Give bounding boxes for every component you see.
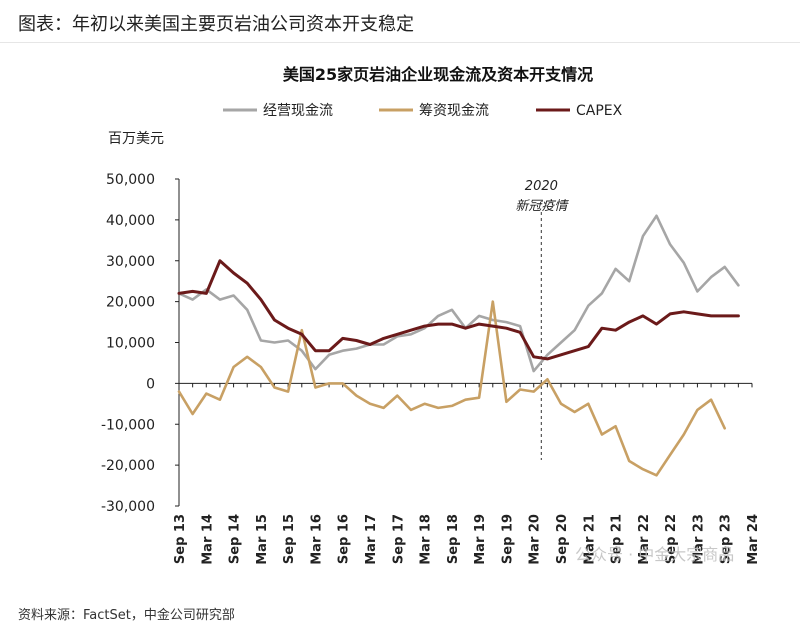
x-tick-label: Sep 17 bbox=[391, 514, 406, 564]
figure-caption: 图表：年初以来美国主要页岩油公司资本开支稳定 bbox=[18, 14, 414, 35]
y-tick-label: -10,000 bbox=[101, 417, 155, 433]
x-tick-label: Sep 18 bbox=[446, 514, 461, 564]
series-layer bbox=[177, 214, 740, 477]
x-tick-label: Sep 15 bbox=[282, 514, 297, 564]
legend-label-capex: CAPEX bbox=[576, 103, 623, 119]
y-tick-label: 20,000 bbox=[106, 295, 155, 311]
x-tick-label: Sep 19 bbox=[500, 514, 515, 564]
chart-svg: 美国25家页岩油企业现金流及资本开支情况 经营现金流 筹资现金流 CAPEX 百… bbox=[101, 65, 761, 565]
x-tick-label: Mar 24 bbox=[746, 514, 761, 565]
y-tick-label: 0 bbox=[146, 376, 155, 392]
annotation-label: 新冠疫情 bbox=[515, 199, 569, 214]
caption-divider bbox=[0, 42, 800, 43]
legend: 经营现金流 筹资现金流 CAPEX bbox=[223, 102, 623, 119]
x-tick-label: Mar 21 bbox=[582, 514, 597, 565]
x-tick-label: Mar 15 bbox=[255, 514, 270, 565]
operating-cash-flow-line bbox=[177, 214, 740, 373]
x-tick-label: Sep 21 bbox=[610, 514, 625, 564]
x-tick-label: Sep 16 bbox=[337, 514, 352, 564]
y-tick-label: 40,000 bbox=[106, 213, 155, 229]
capex-line bbox=[177, 259, 740, 361]
y-tick-label: 50,000 bbox=[106, 172, 155, 188]
legend-label-operating: 经营现金流 bbox=[263, 103, 333, 119]
covid-annotation: 2020 新冠疫情 bbox=[515, 179, 569, 460]
x-tick-label: Sep 14 bbox=[228, 514, 243, 564]
y-tick-label: 10,000 bbox=[106, 336, 155, 352]
y-tick-label: 30,000 bbox=[106, 254, 155, 270]
x-tick-label: Sep 20 bbox=[555, 514, 570, 564]
financing-cash-flow-line bbox=[177, 300, 726, 477]
x-tick-label: Mar 17 bbox=[364, 514, 379, 565]
x-tick-label: Mar 19 bbox=[473, 514, 488, 565]
source-note: 资料来源：FactSet，中金公司研究部 bbox=[18, 608, 235, 623]
legend-label-financing: 筹资现金流 bbox=[419, 102, 489, 119]
axes: -30,000 -20,000 -10,000 0 10,000 20,000 30,000… bbox=[101, 172, 761, 565]
x-tick-label: Mar 14 bbox=[200, 514, 215, 565]
x-tick-label: Sep 23 bbox=[719, 514, 734, 564]
y-tick-label: -30,000 bbox=[101, 499, 155, 515]
x-tick-label: Mar 23 bbox=[691, 514, 706, 565]
x-tick-label: Mar 16 bbox=[309, 514, 324, 565]
x-tick-label: Mar 22 bbox=[637, 514, 652, 565]
x-tick-label: Sep 22 bbox=[664, 514, 679, 564]
watermark: 公众号 · 中金大宗商品 bbox=[575, 545, 734, 564]
y-axis-unit-label: 百万美元 bbox=[108, 131, 164, 147]
y-tick-label: -20,000 bbox=[101, 458, 155, 474]
x-tick-label: Mar 20 bbox=[528, 514, 543, 565]
x-tick-label: Sep 13 bbox=[173, 514, 188, 564]
chart-panel: 美国25家页岩油企业现金流及资本开支情况 经营现金流 筹资现金流 CAPEX 百… bbox=[0, 44, 800, 597]
x-tick-label: Mar 18 bbox=[419, 514, 434, 565]
chart-title: 美国25家页岩油企业现金流及资本开支情况 bbox=[283, 65, 593, 84]
annotation-year: 2020 bbox=[525, 179, 558, 194]
